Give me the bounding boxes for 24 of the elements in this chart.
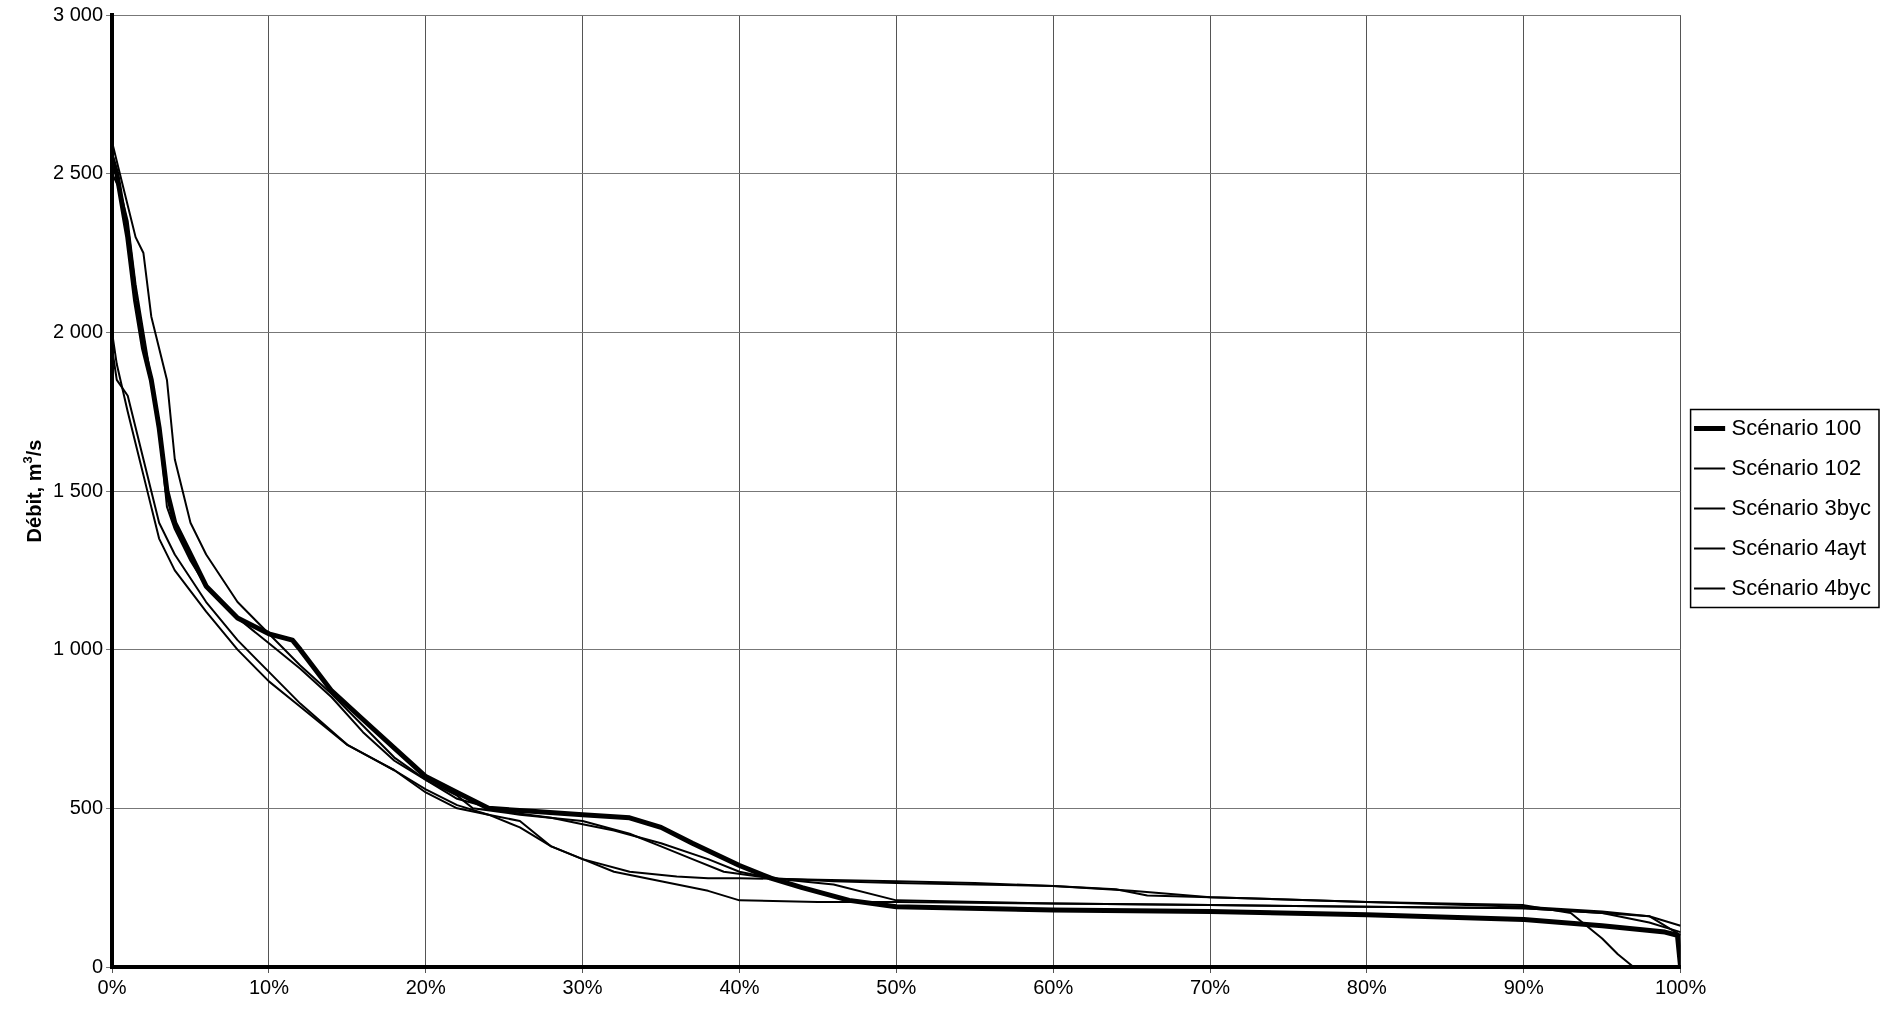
- y-tick-label: 2 000: [52, 319, 104, 342]
- x-tick-label: 90%: [1503, 975, 1544, 998]
- x-tick-label: 100%: [1655, 975, 1707, 998]
- legend-label: Scénario 4ayt: [1731, 534, 1867, 560]
- y-tick-label: 1 000: [52, 637, 104, 660]
- x-tick-label: 30%: [562, 975, 603, 998]
- y-tick-label: 1 500: [52, 478, 104, 501]
- y-tick-label: 3 000: [52, 2, 104, 25]
- x-tick-label: 20%: [405, 975, 446, 998]
- x-tick-label: 60%: [1033, 975, 1074, 998]
- x-tick-label: 50%: [876, 975, 917, 998]
- legend-label: Scénario 100: [1731, 414, 1862, 440]
- y-tick-label: 2 500: [52, 161, 104, 184]
- x-tick-label: 80%: [1346, 975, 1388, 998]
- x-tick-label: 10%: [248, 975, 290, 998]
- x-tick-label: 40%: [719, 975, 760, 998]
- legend-label: Scénario 102: [1731, 454, 1862, 480]
- y-axis-title: Débit, m3/s: [20, 439, 45, 543]
- y-tick-label: 500: [69, 795, 104, 818]
- x-tick-label: 70%: [1190, 975, 1231, 998]
- legend-label: Scénario 4byc: [1731, 574, 1872, 600]
- x-tick-label: 0%: [97, 975, 127, 998]
- legend-label: Scénario 3byc: [1731, 494, 1872, 520]
- y-tick-label: 0: [91, 954, 104, 977]
